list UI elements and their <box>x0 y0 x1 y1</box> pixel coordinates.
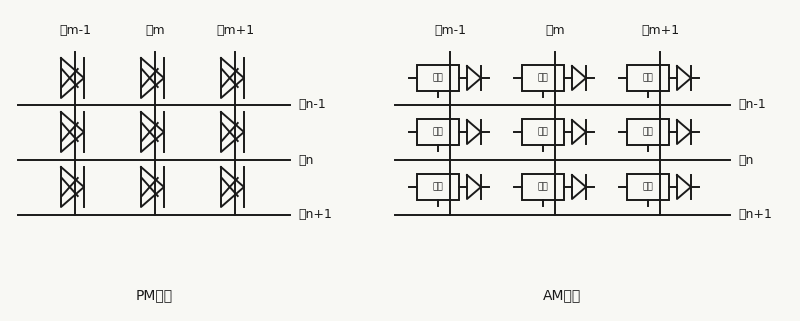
Text: 像素: 像素 <box>433 74 443 82</box>
Bar <box>627 174 669 200</box>
Text: 像素: 像素 <box>538 183 548 192</box>
Text: 行n: 行n <box>738 153 754 167</box>
Text: 像素: 像素 <box>433 127 443 136</box>
Bar <box>522 65 564 91</box>
Text: 行n+1: 行n+1 <box>298 209 332 221</box>
Text: 像素: 像素 <box>538 74 548 82</box>
Bar <box>522 119 564 145</box>
Text: 行n+1: 行n+1 <box>738 209 772 221</box>
Bar <box>627 65 669 91</box>
Text: 列m+1: 列m+1 <box>641 23 679 37</box>
Text: 行n: 行n <box>298 153 314 167</box>
Text: 像素: 像素 <box>642 183 654 192</box>
Text: 像素: 像素 <box>433 183 443 192</box>
Text: 行n-1: 行n-1 <box>298 99 326 111</box>
Text: 列m-1: 列m-1 <box>59 23 91 37</box>
Text: 列m: 列m <box>145 23 165 37</box>
Text: 行n-1: 行n-1 <box>738 99 766 111</box>
Bar <box>522 174 564 200</box>
Text: 列m-1: 列m-1 <box>434 23 466 37</box>
Text: 像素: 像素 <box>642 74 654 82</box>
Bar <box>417 174 459 200</box>
Text: 列m+1: 列m+1 <box>216 23 254 37</box>
Text: AM驱动: AM驱动 <box>543 288 582 302</box>
Text: 像素: 像素 <box>538 127 548 136</box>
Bar <box>627 119 669 145</box>
Text: 列m: 列m <box>545 23 565 37</box>
Bar <box>417 65 459 91</box>
Text: PM驱动: PM驱动 <box>135 288 173 302</box>
Text: 像素: 像素 <box>642 127 654 136</box>
Bar <box>417 119 459 145</box>
